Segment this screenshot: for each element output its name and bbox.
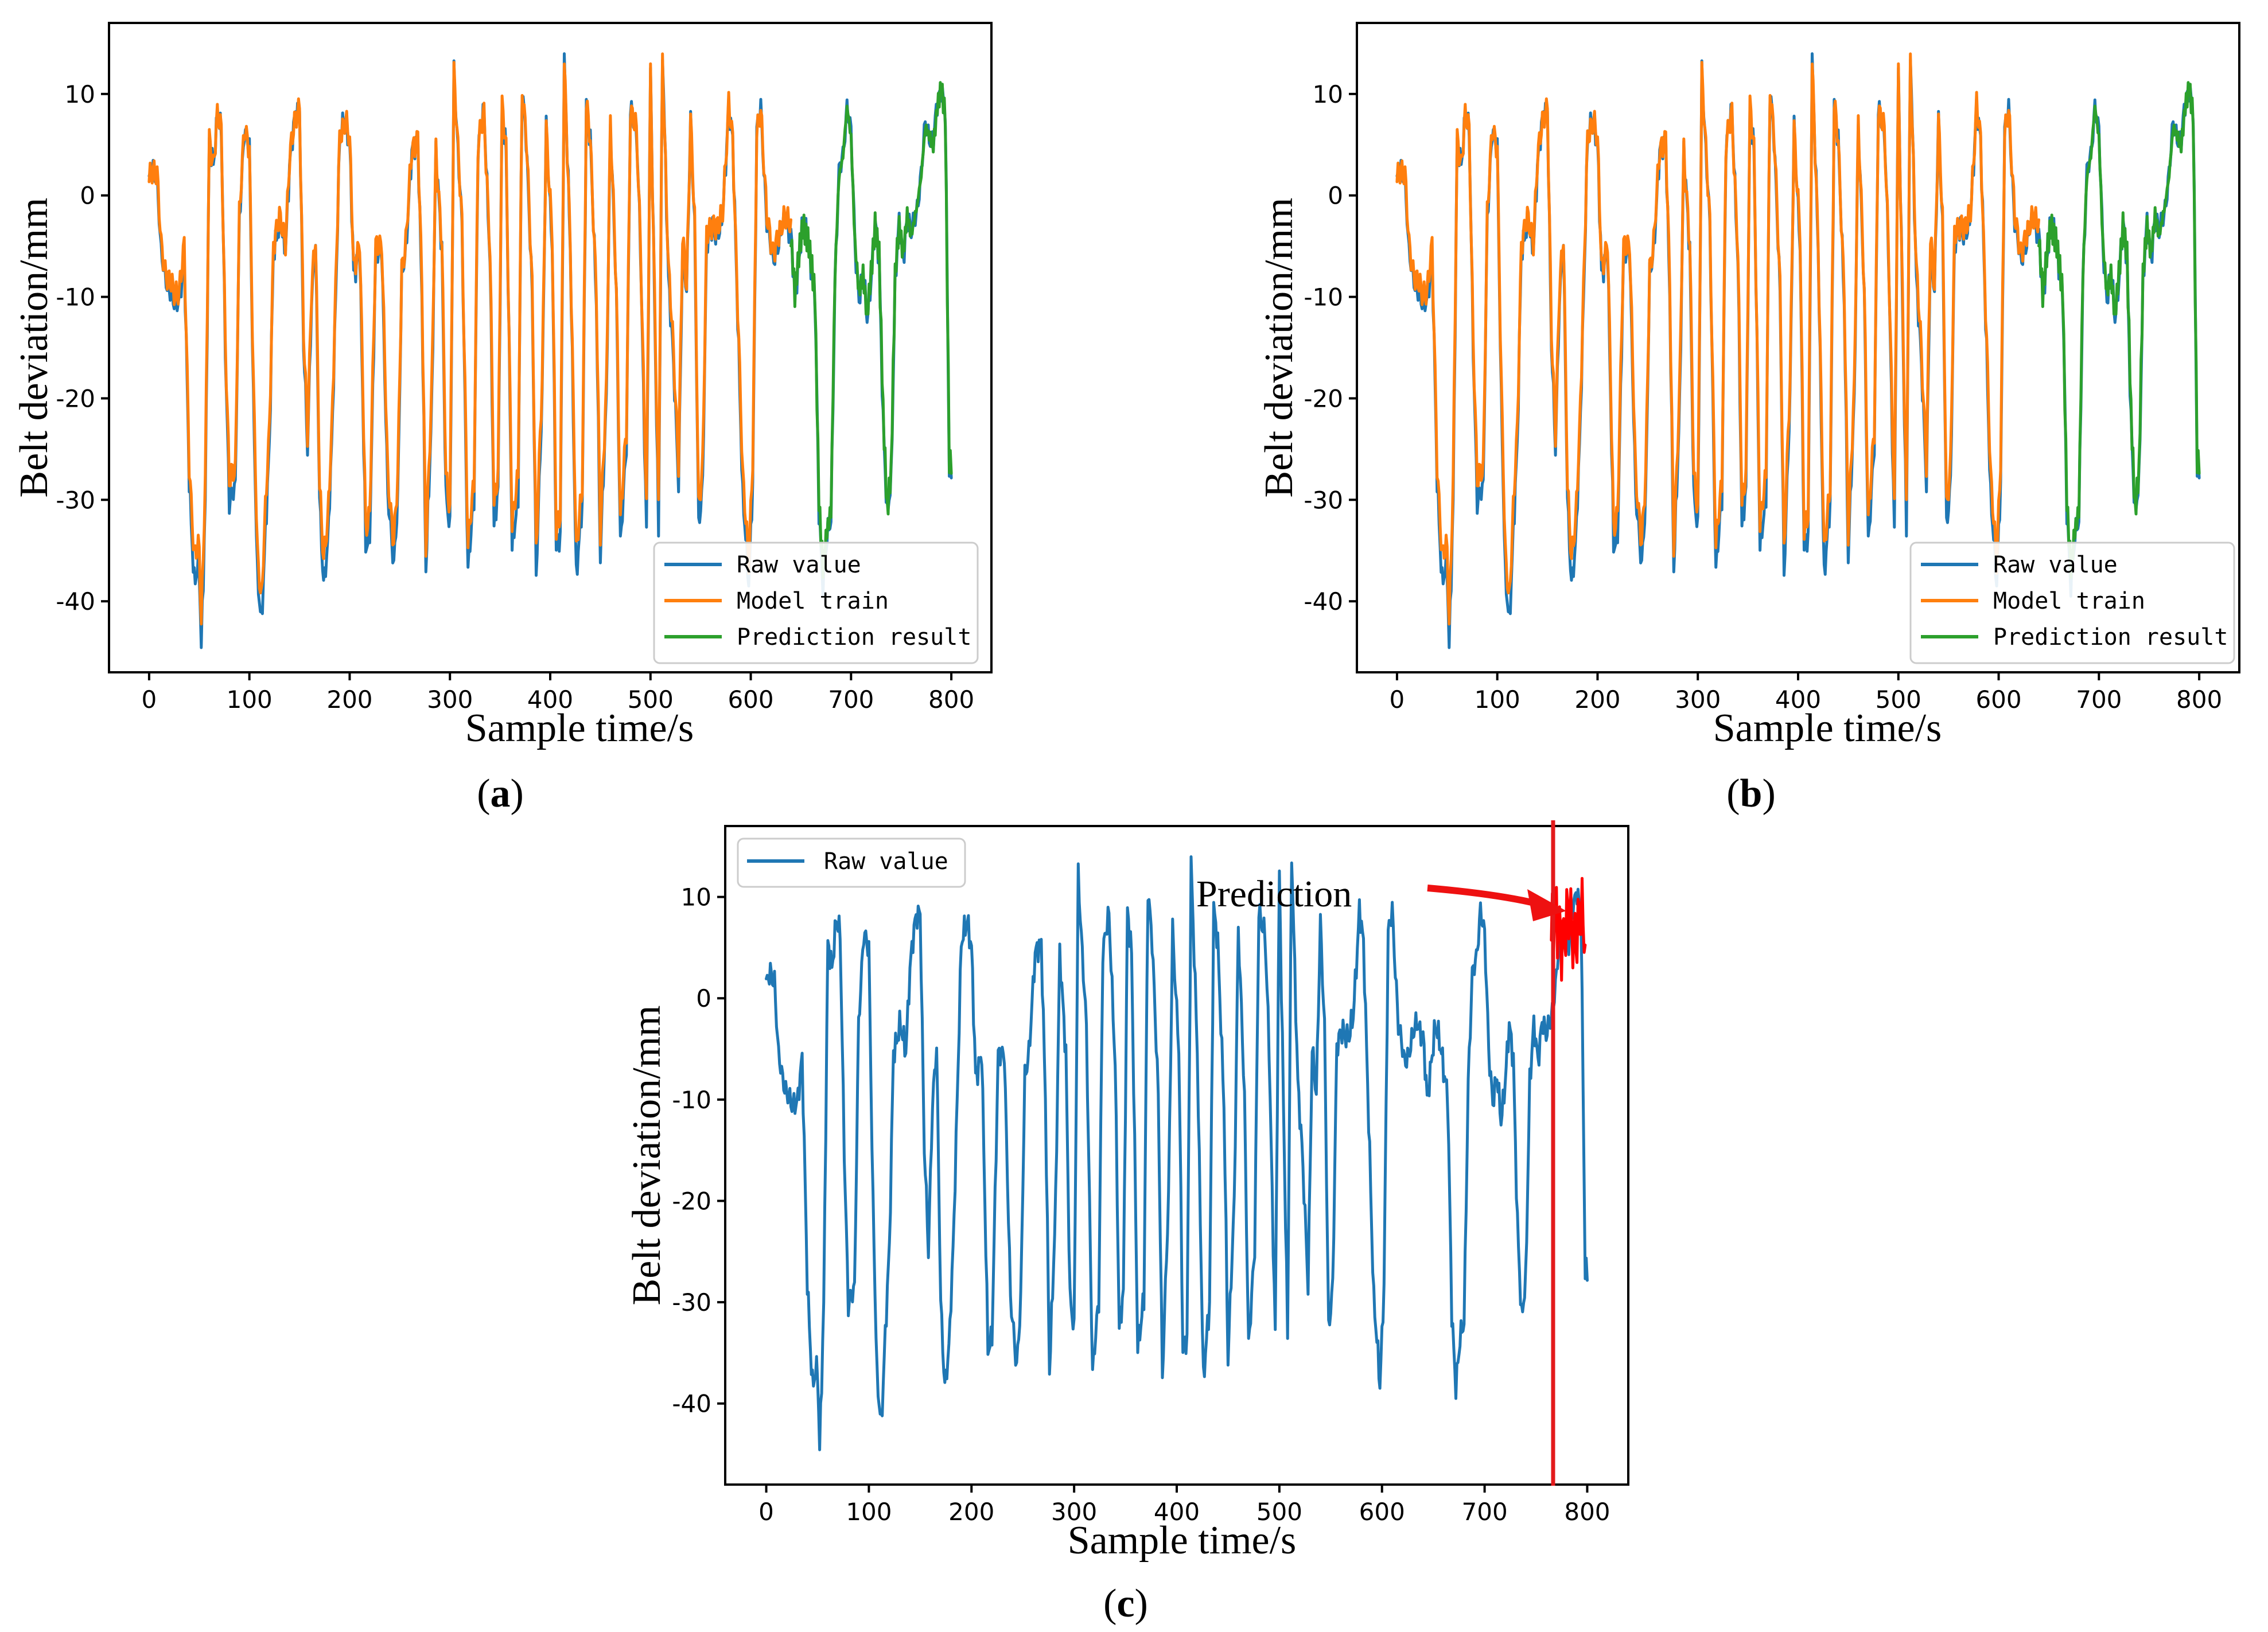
panel-c-arrow [1427,885,1566,921]
y-tick-label: -40 [1304,587,1343,616]
x-tick-label: 400 [527,685,573,714]
y-tick-label: 0 [80,182,95,210]
panel-b-label: (b) [1726,772,1776,816]
panel-a-ylabel: Belt deviation/mm [12,198,56,498]
y-tick-label: -30 [672,1288,711,1316]
x-tick-label: 300 [1051,1498,1097,1526]
x-tick-label: 0 [758,1498,774,1526]
x-tick-label: 100 [1475,685,1520,714]
panel-a-legend-pred: Prediction result [737,624,971,651]
panel-c-label: (c) [1103,1582,1148,1626]
panel-a: 0 100 200 300 400 500 600 700 800100-10-20-30-40… [12,22,993,816]
panel-b-legend: Raw value Model train Prediction result [1909,542,2235,664]
panel-b-legend-box [1909,542,2235,664]
series-prediction [1550,877,1587,982]
x-tick-label: 700 [2076,685,2122,714]
panel-b-legend-pred: Prediction result [1993,624,2228,651]
y-tick-label: 10 [681,883,711,912]
x-tick-label: 100 [846,1498,892,1526]
panel-a-legend: Raw value Model train Prediction result [653,542,979,664]
panel-c-legend-box [737,838,966,888]
panel-a-series [147,52,953,649]
series-raw-value [765,855,1589,1451]
x-tick-label: 200 [326,685,372,714]
x-tick-label: 300 [427,685,473,714]
y-tick-label: -20 [1304,384,1343,412]
panel-c-legend-raw: Raw value [824,848,948,875]
x-tick-label: 600 [728,685,773,714]
x-tick-label: 700 [828,685,874,714]
y-tick-label: -30 [56,486,95,514]
x-tick-label: 600 [1975,685,2021,714]
x-tick-label: 0 [1390,685,1405,714]
panel-a-legend-raw: Raw value [737,552,861,578]
x-tick-label: 200 [948,1498,994,1526]
panel-c-arrow-shaft [1427,885,1545,909]
panel-c: 0 100 200 300 400 500 600 700 800100-10-20-30-40… [625,820,1629,1626]
panel-c-xlabel: Sample time/s [1068,1518,1297,1563]
x-tick-label: 100 [227,685,273,714]
series-model-train [147,52,792,626]
panel-c-arrow-head [1527,889,1566,921]
panel-b: 0 100 200 300 400 500 600 700 800100-10-20-30-40… [1257,22,2240,816]
panel-b-series [1395,52,2201,649]
x-tick-label: 400 [1154,1498,1200,1526]
panel-c-axes [724,825,1629,1486]
x-tick-label: 600 [1359,1498,1405,1526]
panel-c-annotation: Prediction [1196,873,1352,915]
y-tick-label: -20 [56,384,95,412]
panel-c-legend: Raw value [737,838,966,888]
x-tick-label: 700 [1462,1498,1508,1526]
x-tick-label: 500 [1256,1498,1302,1526]
x-tick-label: 500 [628,685,674,714]
series-prediction-result [2037,81,2201,579]
panel-c-series [765,855,1589,1451]
panel-b-legend-raw: Raw value [1993,552,2118,578]
y-tick-label: -40 [56,587,95,616]
y-tick-label: -20 [672,1187,711,1215]
x-tick-label: 300 [1675,685,1721,714]
panel-b-ylabel: Belt deviation/mm [1257,198,1301,498]
y-tick-label: 0 [1328,182,1343,210]
panel-b-xlabel: Sample time/s [1713,706,1942,750]
y-tick-label: 10 [65,80,95,108]
x-tick-label: 500 [1876,685,1921,714]
panel-c-ylabel: Belt deviation/mm [625,1006,669,1306]
x-tick-label: 800 [1564,1498,1610,1526]
y-tick-label: -10 [672,1086,711,1114]
y-tick-label: -10 [56,283,95,311]
series-prediction-result [789,81,953,579]
y-tick-label: 10 [1313,80,1343,108]
y-tick-label: 0 [696,984,711,1012]
x-tick-label: 400 [1775,685,1821,714]
panel-a-legend-train: Model train [737,588,889,614]
panel-a-legend-box [653,542,979,664]
y-tick-label: -30 [1304,486,1343,514]
panel-a-label: (a) [477,772,524,816]
x-tick-label: 0 [142,685,157,714]
panel-b-legend-train: Model train [1993,588,2145,614]
x-tick-label: 800 [928,685,974,714]
panel-a-xlabel: Sample time/s [465,706,694,750]
x-tick-label: 800 [2176,685,2222,714]
y-tick-label: -40 [672,1390,711,1418]
y-tick-label: -10 [1304,283,1343,311]
series-model-train [1395,52,2040,626]
x-tick-label: 200 [1574,685,1620,714]
